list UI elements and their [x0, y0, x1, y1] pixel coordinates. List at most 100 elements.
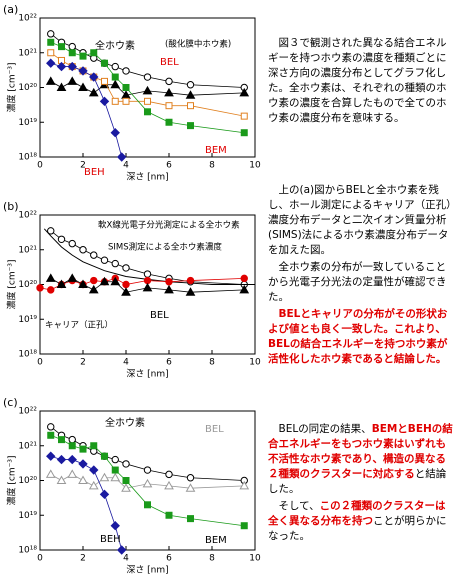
data-point — [240, 274, 248, 283]
series-label: SIMS測定による全ホウ素濃度 — [108, 242, 222, 253]
data-point — [68, 239, 76, 248]
data-point — [67, 454, 77, 465]
y-tick-label: 10¹⁹ — [18, 315, 37, 325]
data-point — [90, 442, 98, 450]
data-point — [47, 30, 55, 38]
paragraph: 図３で観測された異なる結合エネルギーを持つホウ素の濃度を種類ごとに深さ方向の濃度… — [268, 36, 454, 126]
data-point — [46, 451, 56, 461]
data-point — [56, 82, 67, 91]
data-point — [89, 465, 99, 475]
y-axis-label: 濃度 [cm⁻³] — [6, 456, 18, 506]
data-point — [122, 84, 130, 91]
panel-label: (b) — [3, 200, 19, 213]
x-tick-label: 0 — [37, 161, 43, 171]
data-point — [185, 287, 196, 296]
data-point — [78, 459, 88, 469]
data-point — [88, 480, 99, 490]
data-point — [111, 62, 119, 71]
series-label: BEM — [205, 145, 227, 156]
data-point — [186, 474, 195, 482]
data-point — [99, 276, 110, 286]
y-tick-label: 10¹⁹ — [18, 118, 37, 128]
data-point — [142, 478, 153, 488]
data-point — [116, 545, 127, 555]
data-point — [90, 251, 98, 259]
data-point — [68, 442, 76, 450]
y-tick-label: 10¹⁸ — [18, 153, 37, 163]
data-point — [101, 59, 108, 67]
data-point — [110, 128, 120, 138]
data-point — [68, 435, 76, 444]
data-point — [142, 85, 153, 95]
series-label: 全ホウ素 — [105, 416, 145, 429]
data-point — [101, 452, 108, 460]
data-point — [187, 515, 194, 523]
x-tick-label: 2 — [80, 161, 86, 171]
data-point — [143, 73, 152, 81]
y-tick-label: 10²⁰ — [18, 476, 37, 486]
data-point — [68, 49, 76, 57]
series-line — [50, 52, 245, 117]
data-point — [165, 102, 173, 110]
data-point — [240, 112, 248, 120]
data-point — [239, 480, 250, 490]
data-point — [47, 431, 55, 439]
paragraph: BELとキャリアの分布がその形状および値とも良く一致した。これより、BELの結合… — [268, 307, 454, 367]
x-tick-label: 10 — [249, 554, 261, 564]
data-point — [99, 489, 110, 500]
data-point — [111, 97, 119, 105]
y-axis-label: 濃度 [cm⁻³] — [6, 260, 18, 310]
data-point — [143, 276, 152, 285]
data-point — [121, 287, 131, 296]
data-point — [47, 227, 55, 235]
series-line — [43, 228, 255, 285]
data-point — [111, 466, 119, 474]
note: BELの同定の結果、BEMとBEHの結合エネルギーをもつホウ素はいずれも不活性な… — [268, 422, 454, 546]
y-tick-label: 10²⁰ — [18, 280, 37, 290]
data-point — [144, 97, 151, 105]
x-axis-label: 深さ [nm] — [126, 565, 168, 576]
data-point — [99, 96, 110, 107]
data-point — [57, 235, 66, 243]
series-label: BEL — [160, 57, 179, 68]
data-point — [67, 76, 78, 85]
x-tick-label: 4 — [123, 161, 129, 171]
series-label: BEM — [205, 535, 227, 546]
x-tick-label: 4 — [123, 554, 129, 564]
panel-label: (c) — [3, 396, 18, 409]
data-point — [142, 282, 153, 292]
data-point — [187, 122, 194, 130]
paragraph: BELの同定の結果、BEMとBEHの結合エネルギーをもつホウ素はいずれも不活性な… — [268, 422, 454, 497]
series-label: (酸化膜中ホウ素) — [165, 39, 231, 50]
data-point — [56, 475, 67, 484]
y-tick-label: 10²¹ — [18, 48, 37, 58]
data-point — [143, 466, 152, 474]
x-axis-label: 深さ [nm] — [126, 172, 168, 183]
x-tick-label: 4 — [123, 358, 129, 368]
text-run: 上の(a)図からBELと全ホウ素を残し、ホール測定によるキャリア（正孔）濃度分布… — [268, 184, 452, 256]
text-run: そして、 — [278, 500, 320, 512]
data-point — [164, 480, 174, 490]
series-label: BEH — [100, 534, 121, 545]
series-label: BEL — [205, 424, 224, 435]
text-run: BELとキャリアの分布がその形状および値とも良く一致した。これより、BELの結合… — [268, 308, 448, 365]
note: 上の(a)図からBELと全ホウ素を残し、ホール測定によるキャリア（正孔）濃度分布… — [268, 183, 454, 369]
data-point — [122, 264, 130, 272]
data-point — [78, 475, 88, 484]
y-tick-label: 10²¹ — [18, 441, 37, 451]
data-point — [111, 73, 119, 81]
data-point — [116, 152, 127, 162]
text-run: BEMとBEHの結合エネルギーをもつホウ素はいずれも不活性なホウ素であり、構造の… — [268, 423, 453, 480]
x-tick-label: 6 — [166, 161, 172, 171]
y-tick-label: 10¹⁸ — [18, 350, 37, 360]
data-point — [165, 77, 173, 86]
y-tick-label: 10¹⁹ — [18, 511, 37, 521]
series-label: 軟X線光電子分光測定による全ホウ素 — [98, 220, 240, 231]
x-tick-label: 6 — [166, 358, 172, 368]
charts: (a) 0 2 4 6 8 10 10¹⁸ 10¹⁹ 10²⁰ 10²¹ 10²² 深さ [nm] 濃度 … — [3, 3, 261, 576]
x-tick-label: 10 — [249, 161, 261, 171]
data-point — [88, 87, 99, 97]
series-label: BEL — [150, 310, 169, 321]
data-point — [67, 273, 78, 282]
